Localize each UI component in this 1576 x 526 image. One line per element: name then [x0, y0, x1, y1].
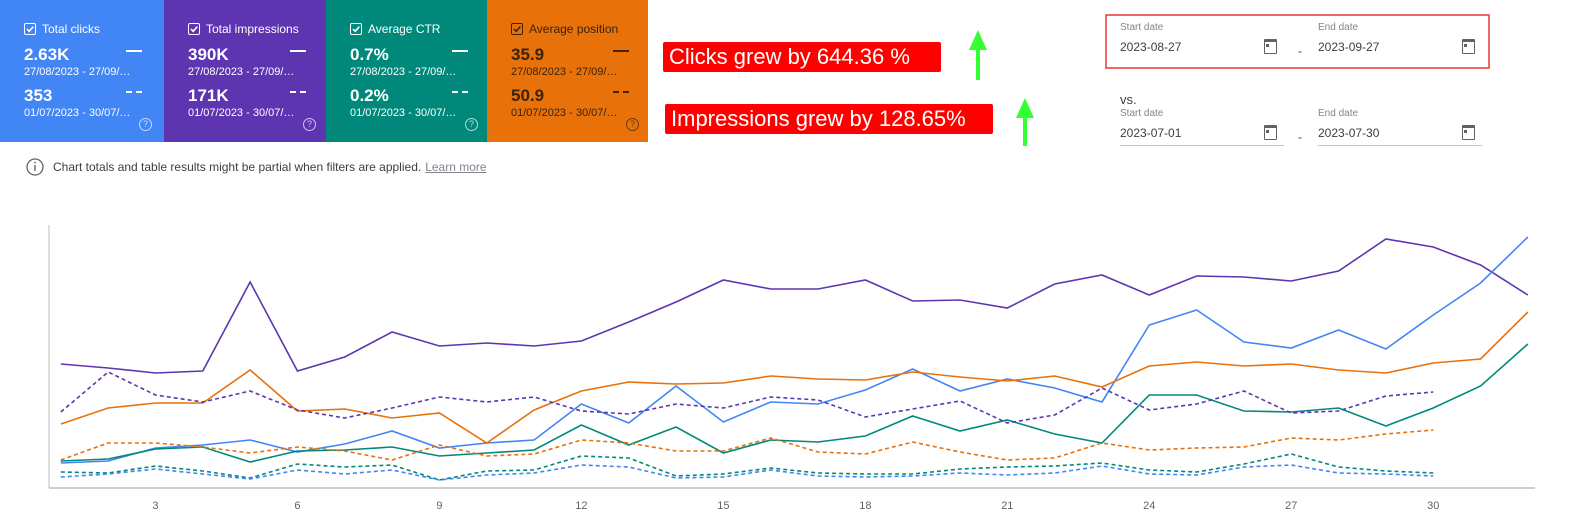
line-style-dashed	[290, 91, 306, 93]
x-tick-label: 3	[152, 500, 158, 512]
up-arrow	[969, 30, 1034, 146]
x-tick-label: 21	[1001, 500, 1013, 512]
compare-range: 01/07/2023 - 30/07/…	[511, 107, 618, 119]
x-tick-label: 15	[717, 500, 729, 512]
metric-label: Total impressions	[206, 22, 299, 36]
series-line	[60, 371, 1434, 424]
vs-label: vs.	[1120, 92, 1137, 107]
calendar-icon[interactable]	[1462, 39, 1475, 54]
line-style-solid	[613, 50, 629, 52]
date-field-underline	[1120, 145, 1284, 146]
x-tick-label: 9	[436, 500, 442, 512]
highlight-box	[1105, 14, 1490, 69]
x-tick-label: 30	[1427, 500, 1439, 512]
date-field-value[interactable]: 2023-08-27	[1120, 40, 1182, 54]
date-field-underline	[1318, 145, 1482, 146]
line-style-dashed	[126, 91, 142, 93]
date-field-value[interactable]: 2023-07-30	[1318, 126, 1380, 140]
metric-range: 27/08/2023 - 27/09/…	[188, 66, 295, 78]
date-field-label: End date	[1318, 108, 1359, 119]
notice-text: Chart totals and table results might be …	[53, 160, 422, 174]
metric-label: Average CTR	[368, 22, 441, 36]
compare-range: 01/07/2023 - 30/07/…	[350, 107, 457, 119]
series-line	[60, 453, 1434, 481]
date-separator: -	[1298, 130, 1302, 144]
compare-value: 50.9	[511, 86, 545, 105]
date-separator: -	[1298, 44, 1302, 58]
metric-label: Average position	[529, 22, 619, 36]
annotation: Impressions grew by 128.65%	[665, 104, 993, 134]
metric-tile[interactable]: Total clicks 2.63K 27/08/2023 - 27/09/… 353…	[0, 0, 164, 142]
metric-value: 35.9	[511, 45, 545, 64]
help-icon[interactable]: ?	[139, 118, 152, 131]
metric-range: 27/08/2023 - 27/09/…	[511, 66, 618, 78]
learn-more-link[interactable]: Learn more	[425, 160, 487, 174]
metric-tile[interactable]: Total impressions 390K 27/08/2023 - 27/09/…	[164, 0, 326, 142]
date-field-label: End date	[1318, 22, 1359, 33]
series-line	[60, 311, 1529, 444]
calendar-icon[interactable]	[1264, 39, 1277, 54]
series-line	[60, 429, 1434, 461]
line-style-dashed	[613, 91, 629, 93]
metric-label: Total clicks	[42, 22, 101, 36]
help-icon[interactable]: ?	[626, 118, 639, 131]
line-style-solid	[126, 50, 142, 52]
help-icon[interactable]: ?	[303, 118, 316, 131]
info-icon	[26, 158, 44, 176]
series-line	[60, 464, 1434, 481]
help-icon[interactable]: ?	[465, 118, 478, 131]
x-tick-label: 6	[294, 500, 300, 512]
checkbox[interactable]	[511, 23, 523, 35]
compare-range: 01/07/2023 - 30/07/…	[24, 107, 131, 119]
date-field-label: Start date	[1120, 108, 1164, 119]
line-style-solid	[452, 50, 468, 52]
checkbox[interactable]	[188, 23, 200, 35]
line-style-solid	[290, 50, 306, 52]
date-field-value[interactable]: 2023-09-27	[1318, 40, 1380, 54]
metric-tile[interactable]: Average position 35.9 27/08/2023 - 27/09/……	[487, 0, 648, 142]
date-field-label: Start date	[1120, 22, 1164, 33]
x-tick-label: 24	[1143, 500, 1155, 512]
series-line	[60, 236, 1529, 464]
compare-range: 01/07/2023 - 30/07/…	[188, 107, 295, 119]
calendar-icon[interactable]	[1462, 125, 1475, 140]
metric-value: 390K	[188, 45, 229, 64]
metric-range: 27/08/2023 - 27/09/…	[350, 66, 457, 78]
compare-value: 0.2%	[350, 86, 389, 105]
x-tick-label: 18	[859, 500, 871, 512]
checkbox[interactable]	[350, 23, 362, 35]
date-field-value[interactable]: 2023-07-01	[1120, 126, 1182, 140]
compare-value: 171K	[188, 86, 229, 105]
series-line	[60, 343, 1529, 463]
line-style-dashed	[452, 91, 468, 93]
metric-range: 27/08/2023 - 27/09/…	[24, 66, 131, 78]
metric-tile[interactable]: Average CTR 0.7% 27/08/2023 - 27/09/… 0.2% 0…	[326, 0, 487, 142]
metric-value: 2.63K	[24, 45, 70, 64]
annotation: Clicks grew by 644.36 %	[663, 42, 941, 72]
metric-value: 0.7%	[350, 45, 389, 64]
x-tick-label: 12	[575, 500, 587, 512]
series-line	[60, 238, 1529, 374]
compare-value: 353	[24, 86, 53, 105]
checkbox[interactable]	[24, 23, 36, 35]
calendar-icon[interactable]	[1264, 125, 1277, 140]
x-tick-label: 27	[1285, 500, 1297, 512]
